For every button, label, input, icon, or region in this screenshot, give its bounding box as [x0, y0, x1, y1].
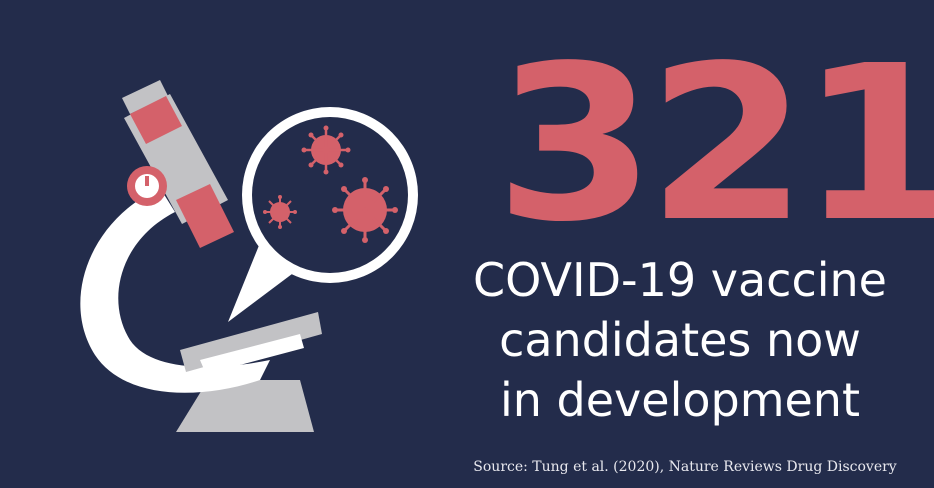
virus-icon [263, 125, 398, 243]
caption-line-1: COVID-19 vaccine [473, 253, 887, 307]
magnifier-bubble-icon [228, 107, 418, 322]
microscope-illustration [80, 80, 418, 432]
caption-line-3: in development [499, 373, 860, 427]
caption-line-2: candidates now [499, 313, 861, 367]
headline-caption: COVID-19 vaccine candidates now in devel… [440, 250, 920, 430]
microscope-icon [80, 80, 322, 432]
source-citation: Source: Tung et al. (2020), Nature Revie… [473, 459, 897, 475]
headline-number: 321 [494, 20, 934, 269]
